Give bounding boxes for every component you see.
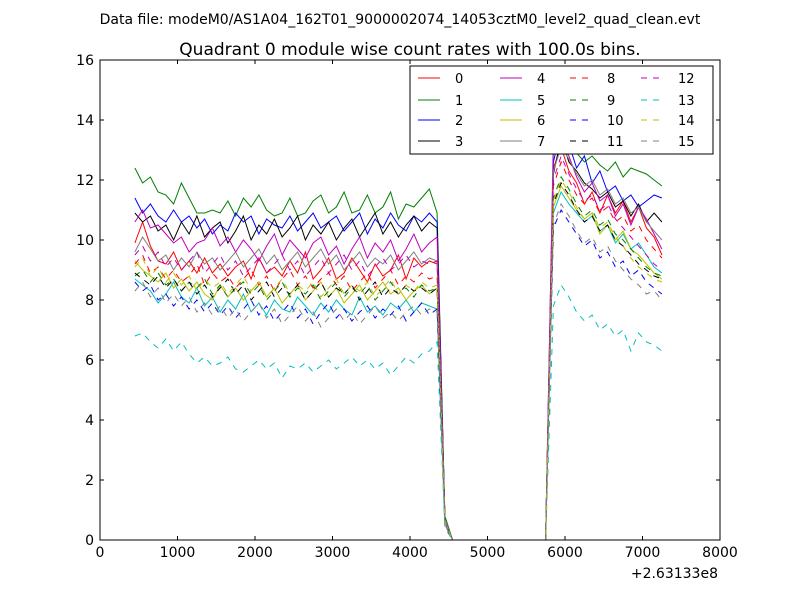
series-line-13 bbox=[134, 283, 663, 541]
x-tick-label: 2000 bbox=[237, 545, 273, 561]
legend-label-1: 1 bbox=[455, 94, 463, 109]
legend-label-3: 3 bbox=[455, 135, 463, 150]
x-tick-label: 4000 bbox=[392, 545, 428, 561]
x-tick-label: 3000 bbox=[315, 545, 351, 561]
legend-label-14: 14 bbox=[678, 114, 695, 129]
y-tick-label: 4 bbox=[85, 413, 94, 429]
chart-title: Quadrant 0 module wise count rates with … bbox=[179, 40, 640, 60]
x-tick-label: 0 bbox=[96, 545, 105, 561]
series-line-14 bbox=[134, 178, 663, 541]
y-tick-label: 16 bbox=[76, 53, 94, 69]
legend-label-5: 5 bbox=[537, 94, 545, 109]
legend-label-15: 15 bbox=[678, 135, 695, 150]
series-line-8 bbox=[134, 160, 663, 541]
legend-label-13: 13 bbox=[678, 94, 695, 109]
series-line-15 bbox=[134, 202, 663, 541]
y-tick-label: 14 bbox=[76, 113, 94, 129]
x-tick-label: 8000 bbox=[702, 545, 738, 561]
series-line-12 bbox=[134, 154, 663, 541]
y-tick-label: 6 bbox=[85, 353, 94, 369]
legend-label-9: 9 bbox=[607, 94, 615, 109]
legend-label-11: 11 bbox=[607, 135, 624, 150]
y-tick-label: 12 bbox=[76, 173, 94, 189]
y-tick-label: 10 bbox=[76, 233, 94, 249]
x-tick-label: 1000 bbox=[160, 545, 196, 561]
y-tick-label: 0 bbox=[85, 533, 94, 549]
axis-ticks: 0 1000 2000 3000 4000 5000 6000 7000 80000246810… bbox=[76, 53, 738, 561]
legend-label-10: 10 bbox=[607, 114, 624, 129]
series-line-6 bbox=[134, 184, 663, 541]
x-tick-label: 6000 bbox=[547, 545, 583, 561]
series-line-10 bbox=[134, 208, 663, 541]
y-tick-label: 8 bbox=[85, 293, 94, 309]
legend-label-7: 7 bbox=[537, 135, 545, 150]
series-line-0 bbox=[134, 145, 663, 541]
plot-lines bbox=[134, 124, 663, 541]
y-tick-label: 2 bbox=[85, 473, 94, 489]
figure-suptitle: Data file: modeM0/AS1A04_162T01_90000020… bbox=[100, 12, 701, 28]
series-line-2 bbox=[134, 127, 663, 541]
legend-label-12: 12 bbox=[678, 72, 695, 87]
x-offset-label: +2.63133e8 bbox=[631, 566, 718, 582]
legend-label-4: 4 bbox=[537, 72, 545, 87]
x-tick-label: 5000 bbox=[470, 545, 506, 561]
legend-label-0: 0 bbox=[455, 72, 463, 87]
legend-label-2: 2 bbox=[455, 114, 463, 129]
legend-label-8: 8 bbox=[607, 72, 615, 87]
legend-box bbox=[409, 65, 714, 155]
legend-label-6: 6 bbox=[537, 114, 545, 129]
series-line-7 bbox=[134, 145, 663, 541]
x-tick-label: 7000 bbox=[625, 545, 661, 561]
series-line-5 bbox=[134, 190, 663, 541]
